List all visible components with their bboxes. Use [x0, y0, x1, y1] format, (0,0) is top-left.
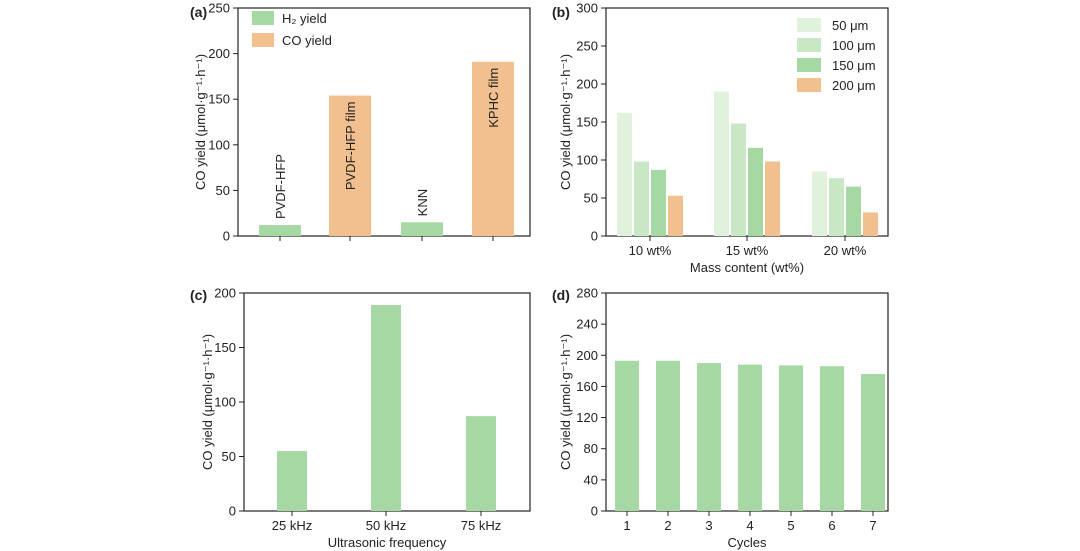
bar	[812, 171, 827, 236]
y-tick-label: 160	[576, 379, 598, 394]
bar	[714, 91, 729, 236]
bar	[617, 112, 632, 236]
legend-swatch	[797, 18, 821, 32]
y-tick-label: 0	[229, 504, 236, 519]
bar	[651, 169, 666, 236]
panel-b: (b) 0 50 100 150 200 250 300 CO yield (μmol·g⁻¹·…	[552, 1, 889, 275]
bar	[656, 360, 680, 511]
x-tick-label: 20 wt%	[824, 243, 867, 258]
panel-c: (c) 0 50 100 150 200 CO yield (μmol·g⁻¹·h⁻¹) Ul…	[190, 286, 531, 550]
bar	[668, 195, 683, 236]
x-tick-label: 5	[787, 518, 794, 533]
y-tick-label: 150	[208, 92, 230, 107]
y-axis-title: CO yield (μmol·g⁻¹·h⁻¹)	[558, 334, 573, 470]
y-tick-label: 200	[576, 348, 598, 363]
bar	[634, 161, 649, 236]
bar	[329, 95, 371, 236]
x-tick-label: 4	[746, 518, 753, 533]
y-tick-label: 280	[576, 286, 598, 301]
panel-label: (d)	[552, 287, 570, 303]
y-tick-label: 250	[576, 39, 598, 54]
y-tick-label: 100	[576, 153, 598, 168]
x-tick-label: 2	[664, 518, 671, 533]
plot-frame	[237, 7, 531, 237]
y-tick-label: 50	[216, 183, 230, 198]
x-tick-label: 15 wt%	[726, 243, 769, 258]
panel-a: (a) 0 50 100 150 200 250 CO yield (μmol·g⁻¹·h⁻¹…	[190, 1, 531, 244]
bar	[820, 366, 844, 511]
y-tick-label: 200	[208, 46, 230, 61]
bar	[472, 61, 514, 236]
y-tick-label: 200	[214, 286, 236, 301]
y-axis-title: CO yield (μmol·g⁻¹·h⁻¹)	[200, 334, 215, 470]
y-tick-label: 100	[208, 137, 230, 152]
bar	[846, 186, 861, 236]
legend-label: H₂ yield	[282, 11, 327, 26]
y-tick-label: 50	[222, 449, 236, 464]
y-axis-title: CO yield (μmol·g⁻¹·h⁻¹)	[193, 54, 208, 190]
x-axis-title: Ultrasonic frequency	[328, 535, 447, 550]
bar-label: KPHC film	[486, 68, 501, 128]
bar	[829, 178, 844, 236]
x-tick-label: 75 kHz	[461, 518, 501, 533]
x-tick-label: 1	[623, 518, 630, 533]
bar	[615, 360, 639, 511]
bar-label: KNN	[415, 189, 430, 216]
bar	[731, 123, 746, 236]
legend-label: 150 μm	[832, 58, 876, 73]
y-tick-label: 40	[584, 472, 598, 487]
bar	[748, 147, 763, 236]
bar-label: PVDF-HFP	[273, 154, 288, 219]
bar	[697, 363, 721, 511]
y-tick-label: 150	[576, 115, 598, 130]
y-tick-label: 80	[584, 441, 598, 456]
panel-label: (a)	[190, 4, 207, 20]
y-tick-label: 150	[214, 340, 236, 355]
legend-swatch	[252, 33, 274, 47]
legend-swatch	[797, 58, 821, 72]
bar	[371, 304, 401, 511]
bar	[738, 364, 762, 511]
x-tick-label: 10 wt%	[629, 243, 672, 258]
x-tick-label: 7	[869, 518, 876, 533]
y-tick-label: 200	[576, 77, 598, 92]
panel-d: (d) 0 40 80 120 160 200 240 280 CO yield (μmol·g⁻…	[552, 286, 889, 550]
legend-label: 50 μm	[832, 18, 868, 33]
bar	[765, 161, 780, 236]
legend-swatch	[797, 38, 821, 52]
x-tick-label: 25 kHz	[272, 518, 312, 533]
y-tick-label: 50	[584, 191, 598, 206]
y-tick-label: 300	[576, 1, 598, 16]
bar	[861, 373, 885, 511]
panel-label: (c)	[190, 287, 207, 303]
bar	[401, 222, 443, 236]
y-tick-label: 0	[591, 229, 598, 244]
y-tick-label: 240	[576, 317, 598, 332]
y-tick-label: 100	[214, 395, 236, 410]
x-tick-label: 3	[705, 518, 712, 533]
legend-swatch	[797, 78, 821, 92]
y-tick-label: 250	[208, 1, 230, 16]
x-axis-title: Cycles	[727, 535, 767, 550]
bar	[277, 451, 307, 511]
x-axis-title: Mass content (wt%)	[690, 260, 804, 275]
panel-label: (b)	[552, 4, 570, 20]
legend-swatch	[252, 11, 274, 25]
legend-label: 200 μm	[832, 78, 876, 93]
y-tick-label: 0	[591, 504, 598, 519]
bar-label: PVDF-HFP film	[343, 102, 358, 191]
x-tick-label: 6	[828, 518, 835, 533]
bar	[863, 212, 878, 236]
legend-label: CO yield	[282, 33, 332, 48]
y-tick-label: 0	[223, 229, 230, 244]
bar	[779, 365, 803, 511]
legend-label: 100 μm	[832, 38, 876, 53]
y-tick-label: 120	[576, 410, 598, 425]
x-tick-label: 50 kHz	[366, 518, 406, 533]
y-axis-title: CO yield (μmol·g⁻¹·h⁻¹)	[558, 54, 573, 190]
bar	[259, 225, 301, 236]
bar	[466, 416, 496, 511]
